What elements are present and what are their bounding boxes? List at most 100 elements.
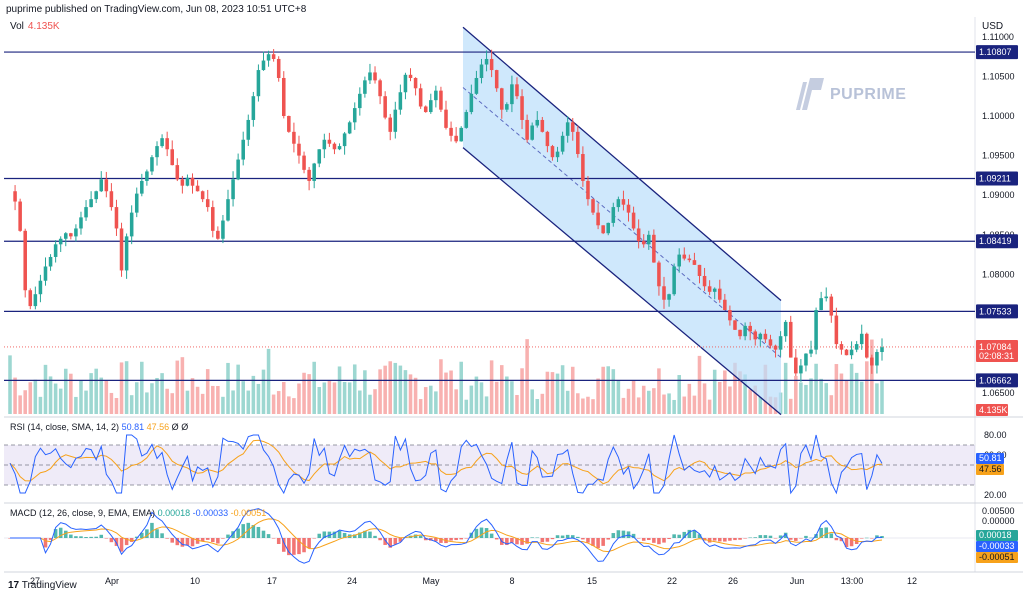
candle-body <box>626 204 631 213</box>
candle-body <box>530 125 534 140</box>
volume-bar <box>439 359 443 414</box>
volume-bar <box>418 399 423 414</box>
macd-histogram-bar <box>464 538 469 539</box>
candle-body <box>124 236 129 271</box>
candle-body <box>236 159 240 180</box>
macd-histogram-bar <box>373 535 377 538</box>
volume-bar <box>520 368 524 414</box>
volume-bar <box>636 397 641 414</box>
volume-bar <box>114 397 119 414</box>
macd-histogram-bar <box>119 538 124 552</box>
volume-bar <box>211 385 215 414</box>
macd-histogram-bar <box>520 538 524 545</box>
macd-histogram-bar <box>145 529 149 538</box>
volume-bar <box>322 382 327 414</box>
time-tick-label: 17 <box>267 576 277 586</box>
candle-body <box>155 146 159 158</box>
volume-bar <box>525 339 529 414</box>
macd-histogram-bar <box>454 538 458 541</box>
macd-histogram-bar <box>469 532 474 538</box>
macd-histogram-bar <box>773 538 778 539</box>
macd-histogram-bar <box>794 538 798 541</box>
candle-body <box>342 133 347 147</box>
volume-bar <box>74 396 78 414</box>
candle-body <box>479 64 484 78</box>
volume-bar <box>266 348 271 414</box>
macd-histogram-bar <box>510 538 514 543</box>
candle-body <box>616 199 621 208</box>
volume-bar <box>170 393 175 414</box>
volume-bar <box>89 373 93 414</box>
candle-body <box>256 70 261 97</box>
macd-histogram-bar <box>261 530 266 538</box>
macd-histogram-bar <box>540 538 545 543</box>
macd-histogram-bar <box>535 537 540 539</box>
candle-body <box>114 207 119 229</box>
volume-bar <box>53 383 58 414</box>
volume-bar <box>875 383 879 414</box>
candle-body <box>783 321 788 337</box>
candle-body <box>849 349 854 356</box>
candle-body <box>28 290 33 307</box>
candle-body <box>271 54 276 59</box>
candle-body <box>494 70 499 89</box>
candle-body <box>631 212 636 229</box>
candle-body <box>576 131 580 155</box>
volume-bar <box>834 364 839 414</box>
volume-bar <box>327 380 332 414</box>
candle-body <box>383 96 387 118</box>
volume-bar <box>570 366 575 414</box>
macd-histogram-bar <box>667 538 671 540</box>
last-price-countdown: 02:08:31 <box>979 351 1014 361</box>
macd-histogram-bar <box>337 530 342 538</box>
volume-bar <box>728 386 732 414</box>
volume-bar <box>312 361 316 414</box>
macd-histogram-bar <box>672 534 676 538</box>
volume-bar <box>241 381 245 414</box>
volume-bar <box>13 377 17 414</box>
volume-bar <box>200 393 205 414</box>
macd-histogram-bar <box>211 538 215 543</box>
macd-histogram-bar <box>134 536 139 538</box>
currency-label: USD <box>982 21 1004 32</box>
puprime-logo-icon <box>796 78 824 110</box>
volume-bar <box>403 370 408 414</box>
candle-body <box>99 179 104 192</box>
candle-body <box>109 191 114 208</box>
volume-bar <box>185 390 190 414</box>
macd-histogram-bar <box>682 531 687 538</box>
macd-histogram-bar <box>530 537 534 538</box>
volume-bar <box>251 375 256 414</box>
volume-bar <box>84 390 88 414</box>
candle-body <box>281 77 286 116</box>
time-tick-label: 26 <box>728 576 738 586</box>
macd-histogram-bar <box>738 538 742 540</box>
macd-histogram-bar <box>195 538 200 544</box>
watermark-text: PUPRIME <box>830 86 907 103</box>
volume-bar <box>129 395 134 414</box>
candle-body <box>581 154 585 181</box>
volume-bar <box>667 393 671 414</box>
candle-body <box>814 310 818 350</box>
macd-histogram-bar <box>788 538 793 540</box>
volume-bar <box>221 396 225 414</box>
volume-bar <box>591 399 595 414</box>
candle-body <box>474 77 479 94</box>
macd-histogram-bar <box>165 538 169 539</box>
volume-bar <box>246 390 251 414</box>
candle-body <box>586 180 590 200</box>
macd-histogram-bar <box>859 538 864 539</box>
volume-bar <box>63 368 68 414</box>
macd-histogram-bar <box>190 538 195 547</box>
candle-body <box>332 143 337 150</box>
candle-body <box>505 104 509 110</box>
volume-bar <box>758 396 763 414</box>
macd-histogram-bar <box>611 533 616 538</box>
candle-body <box>317 149 322 164</box>
volume-bar <box>788 398 793 414</box>
volume-bar <box>297 383 301 414</box>
volume-bar <box>748 389 752 414</box>
candle-body <box>347 122 352 134</box>
candle-body <box>647 234 651 245</box>
